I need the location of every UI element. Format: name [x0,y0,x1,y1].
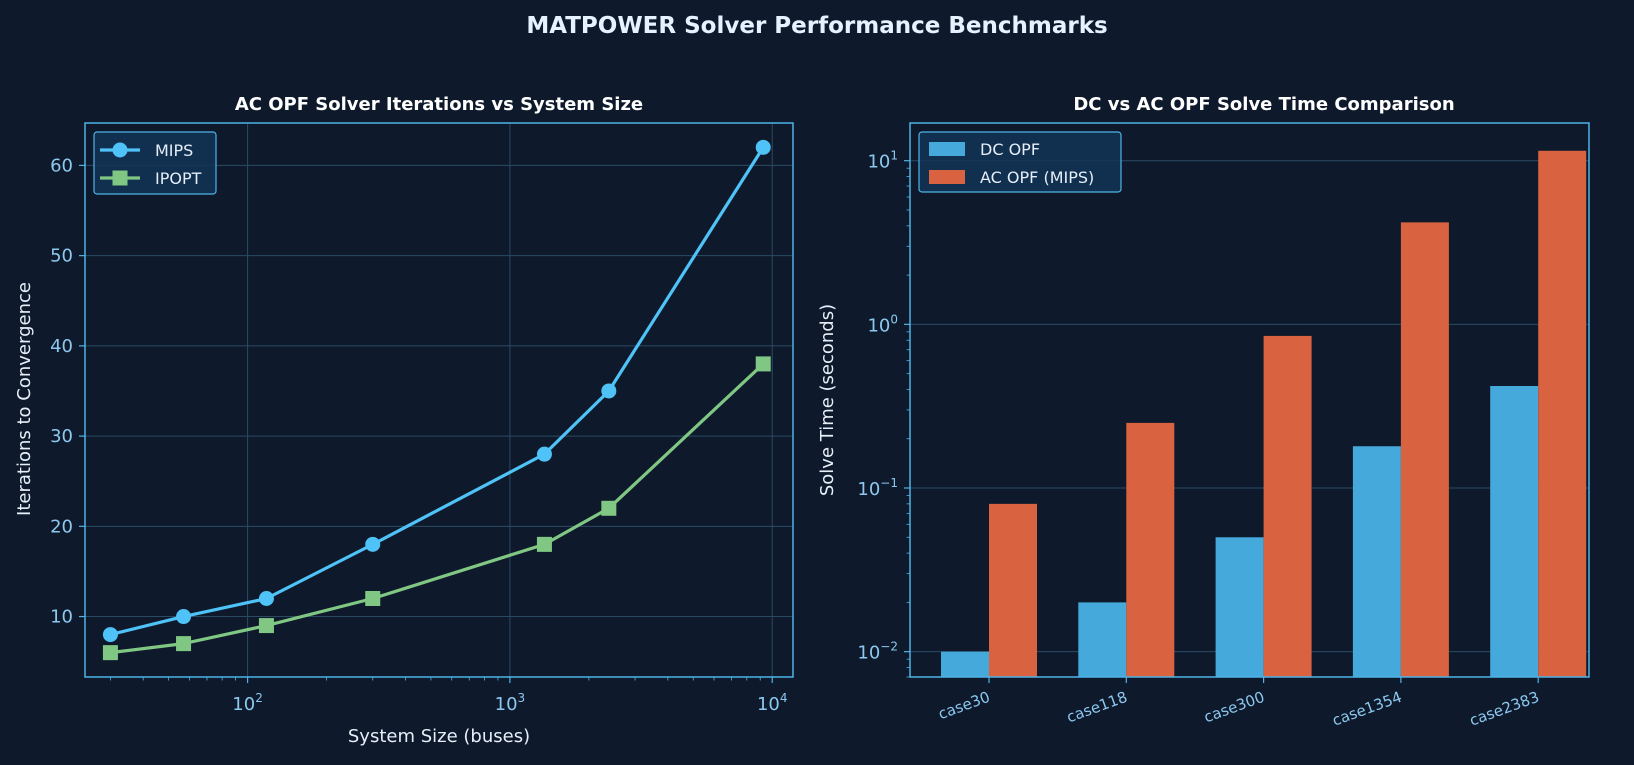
mips-legend-label: MIPS [155,141,193,160]
mips-point [258,591,274,607]
solve-time-chart-ytick-label-exp: 0 [890,312,898,326]
ipopt-point [365,591,381,607]
ac-opf-bar-case30 [989,503,1037,677]
mips-point [601,383,617,399]
solve-time-chart-ytick-label-exp: −2 [880,640,898,654]
dc-opf-bar-case2383 [1490,386,1539,677]
solve-time-chart-legend: DC OPF AC OPF (MIPS) [918,131,1122,193]
figure-title: MATPOWER Solver Performance Benchmarks [526,13,1107,39]
ipopt-point [258,618,274,634]
ipopt-legend-label: IPOPT [155,169,202,188]
solve-time-chart-ytick-label-base: 10 [867,152,890,173]
ipopt-point [102,645,118,661]
solve-time-chart-ytick-label: 101 [867,149,898,173]
ac-opf-legend-label: AC OPF (MIPS) [980,168,1094,187]
ipopt-point [536,536,552,552]
iterations-chart: AC OPF Solver Iterations vs System Size … [14,94,794,747]
iterations-chart-xtick-label-base: 10 [232,694,255,715]
solve-time-chart: DC vs AC OPF Solve Time Comparison Solve… [817,94,1590,730]
dc-opf-bar-case1354 [1352,446,1401,677]
mips-point [365,536,381,552]
ac-opf-bar-case118 [1126,422,1175,677]
iterations-chart-xtick-label-base: 10 [757,694,780,715]
ac-opf-bar-case300 [1263,335,1312,677]
iterations-chart-ytick-label: 10 [50,607,73,628]
solve-time-chart-frame [909,122,1590,678]
ipopt-point [176,636,192,652]
solve-time-chart-title: DC vs AC OPF Solve Time Comparison [1073,94,1454,115]
solve-time-chart-ytick-label-base: 10 [857,479,880,500]
solve-time-chart-ytick-label-base: 10 [857,643,880,664]
solve-time-chart-ylabel: Solve Time (seconds) [817,304,838,496]
ac-opf-bar-case2383 [1538,150,1587,678]
solve-time-chart-ytick-label-exp: −1 [880,476,898,490]
iterations-chart-xtick-label-base: 10 [495,694,518,715]
iterations-chart-ytick-label: 20 [50,516,73,537]
iterations-chart-ytick-label: 40 [50,336,73,357]
iterations-chart-ytick-label: 60 [50,155,73,176]
solve-time-chart-ytick-label-base: 10 [867,315,890,336]
iterations-chart-title: AC OPF Solver Iterations vs System Size [235,94,643,115]
mips-point [102,627,118,643]
iterations-chart-xtick-label-exp: 4 [780,691,788,705]
ipopt-legend-marker [112,170,128,186]
ipopt-point [755,356,771,372]
iterations-chart-ytick-label: 50 [50,246,73,267]
solve-time-chart-ytick-label: 10−1 [857,476,898,500]
iterations-chart-xtick-label: 104 [757,691,788,715]
dc-opf-bar-case300 [1215,537,1264,677]
mips-point [176,609,192,625]
iterations-chart-xtick-label: 102 [232,691,263,715]
solve-time-chart-ytick-label: 10−2 [857,640,898,664]
solve-time-chart-ytick-label-exp: 1 [890,149,898,163]
iterations-chart-ytick-label: 30 [50,426,73,447]
ipopt-point [601,500,617,516]
iterations-chart-legend: MIPS IPOPT [93,131,217,195]
dc-opf-bar-case30 [941,651,989,677]
iterations-chart-xtick-label-exp: 2 [255,691,263,705]
dc-opf-legend-swatch [929,142,965,156]
solve-time-chart-bars [941,150,1587,678]
iterations-chart-xtick-label: 103 [495,691,526,715]
ac-opf-legend-swatch [929,170,965,184]
iterations-chart-xlabel: System Size (buses) [348,726,530,747]
solve-time-chart-ytick-label: 100 [867,312,898,336]
iterations-chart-ylabel: Iterations to Convergence [14,282,35,516]
ac-opf-bar-case1354 [1400,222,1449,677]
iterations-chart-series [102,139,771,661]
dc-opf-bar-case118 [1078,602,1127,677]
mips-point [536,446,552,462]
iterations-chart-frame [84,122,794,678]
mips-legend-marker [112,142,128,158]
mips-point [755,139,771,155]
dc-opf-legend-label: DC OPF [980,140,1040,159]
iterations-chart-xtick-label-exp: 3 [518,691,526,705]
solve-time-legend-box [918,131,1122,193]
